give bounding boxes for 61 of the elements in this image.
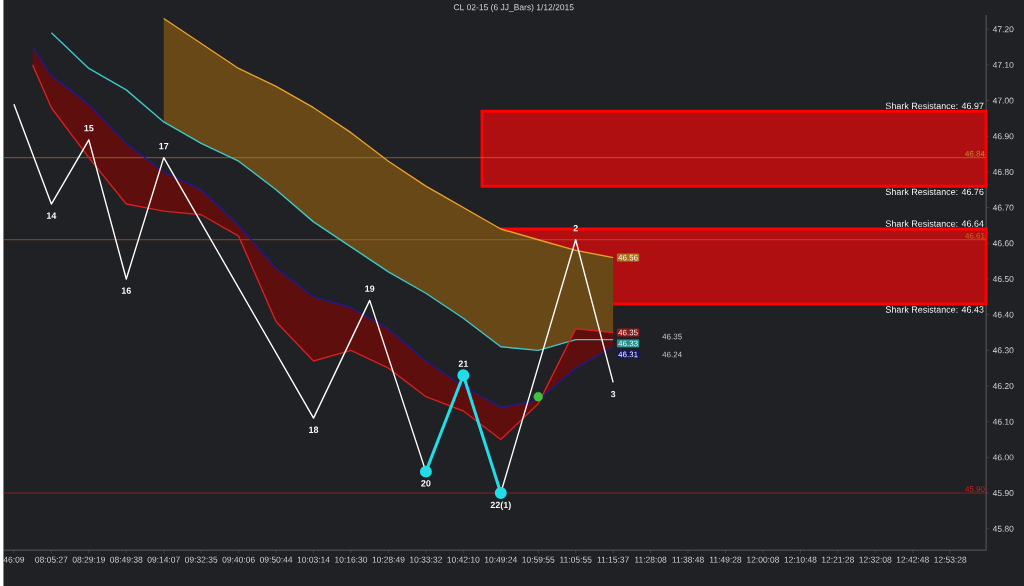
y-tick-label: 46.90 <box>992 133 1014 140</box>
x-tick-label: 12:21:28 <box>821 556 854 563</box>
annotation: Shark Resistance: 46.64 <box>885 220 984 227</box>
x-tick-label: 08:05:27 <box>35 556 68 563</box>
y-tick-label: 47.20 <box>992 26 1014 33</box>
x-tick-label: 12:42:48 <box>896 556 929 563</box>
x-tick-label: 09:14:07 <box>147 556 180 563</box>
chart-title: CL 02-15 (6 JJ_Bars) 1/12/2015 <box>453 4 574 12</box>
x-tick-label: 11:05:55 <box>560 556 592 563</box>
y-tick-label: 46.10 <box>992 418 1014 425</box>
annotation: 15 <box>84 125 94 132</box>
y-tick-label: 45.90 <box>992 490 1014 497</box>
y-tick-label: 46.00 <box>992 454 1014 461</box>
annotation: 2 <box>573 224 578 232</box>
y-tick-label: 47.10 <box>992 61 1014 68</box>
x-tick-label: 11:28:08 <box>635 556 667 563</box>
annotation: 14 <box>46 212 57 219</box>
annotation: 18 <box>309 426 319 433</box>
annotation: 17 <box>159 142 169 150</box>
x-tick-label: 10:16:30 <box>335 556 368 563</box>
x-tick-label: 09:50:44 <box>259 556 293 563</box>
y-tick-label: 45.80 <box>992 525 1014 532</box>
x-tick-label: 12:53:28 <box>934 556 967 563</box>
annotation: 22(1) <box>490 501 511 510</box>
x-tick-label: 12:32:08 <box>859 556 892 563</box>
x-tick-label: 10:03:14 <box>297 556 330 563</box>
y-tick-label: 46.40 <box>992 311 1014 318</box>
annotation: Shark Resistance: 46.76 <box>885 188 984 195</box>
x-tick-label: 11:38:48 <box>672 556 704 563</box>
annotation: Shark Resistance: 46.43 <box>885 306 984 313</box>
x-tick-label: 08:29:19 <box>72 556 105 563</box>
x-tick-label: 11:15:37 <box>597 556 629 563</box>
x-tick-label: 10:42:10 <box>447 556 480 563</box>
y-tick-label: 46.30 <box>992 347 1014 354</box>
x-tick-label: 09:40:06 <box>222 556 255 563</box>
y-tick-label: 47.00 <box>992 97 1014 104</box>
point <box>533 392 543 402</box>
x-tick-label: 10:49:24 <box>484 556 518 563</box>
annotation: 16 <box>121 287 131 294</box>
x-tick-label: 12:10:48 <box>784 556 817 563</box>
x-tick-label: 11:49:28 <box>709 556 742 563</box>
annotation: 21 <box>458 360 469 367</box>
point <box>494 487 507 500</box>
point <box>419 465 432 478</box>
annotation: 3 <box>610 390 616 398</box>
y-tick-label: 46.50 <box>992 275 1014 282</box>
point <box>457 369 470 382</box>
x-tick-label: 10:28:49 <box>372 556 405 563</box>
x-tick-label: 46:09 <box>3 556 25 563</box>
y-tick-label: 46.60 <box>992 240 1014 247</box>
annotation: Shark Resistance: 46.97 <box>885 102 984 110</box>
x-tick-label: 09:32:35 <box>185 556 218 563</box>
y-tick-label: 46.70 <box>992 204 1014 211</box>
y-tick-label: 46.80 <box>992 168 1014 175</box>
x-tick-label: 10:33:32 <box>410 556 442 563</box>
annotation: 20 <box>421 480 431 487</box>
y-tick-label: 46.20 <box>992 383 1014 389</box>
annotation: 19 <box>365 285 375 292</box>
x-tick-label: 10:59:55 <box>522 556 555 563</box>
x-tick-label: 08:49:38 <box>110 556 143 563</box>
x-tick-label: 12:00:08 <box>747 556 780 563</box>
